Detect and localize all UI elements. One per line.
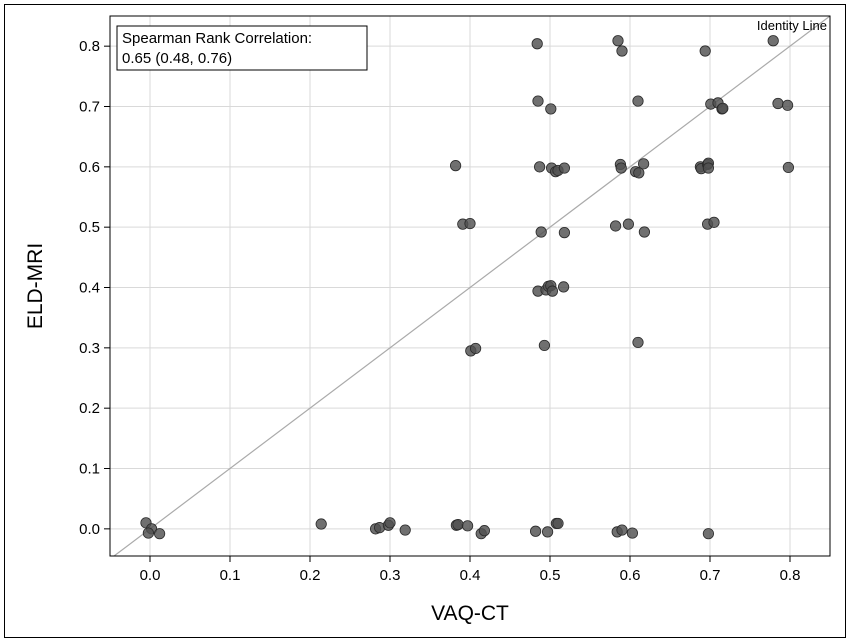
x-tick-label: 0.5 <box>540 567 561 584</box>
x-axis-ticks: 0.0 0.1 0.2 0.3 0.4 0.5 0.6 0.7 0.8 <box>140 556 801 584</box>
y-tick-label: 0.2 <box>79 400 100 417</box>
y-tick-label: 0.6 <box>79 159 100 176</box>
identity-line-label: Identity Line <box>757 18 827 33</box>
x-tick-label: 0.2 <box>300 567 321 584</box>
data-point <box>702 162 715 174</box>
x-tick-label: 0.6 <box>620 567 641 584</box>
data-point <box>538 339 551 352</box>
data-point <box>782 161 795 174</box>
data-point <box>767 35 779 47</box>
x-tick-label: 0.0 <box>140 567 161 584</box>
data-point <box>638 226 651 238</box>
data-point <box>545 103 557 115</box>
data-point <box>532 95 544 107</box>
correlation-annotation-box <box>116 25 368 71</box>
y-axis-title: ELD-MRI <box>24 243 47 329</box>
y-tick-label: 0.0 <box>79 521 100 538</box>
x-axis-title: VAQ-CT <box>431 602 509 625</box>
data-point <box>531 38 543 50</box>
x-tick-label: 0.1 <box>220 567 241 584</box>
data-point <box>699 45 711 57</box>
data-point <box>609 220 622 232</box>
data-point <box>461 520 474 532</box>
data-point <box>399 524 411 536</box>
y-tick-label: 0.4 <box>79 280 100 297</box>
data-point <box>558 227 571 239</box>
data-point <box>535 226 547 238</box>
data-point <box>616 524 628 536</box>
y-tick-label: 0.7 <box>79 99 100 116</box>
y-tick-label: 0.1 <box>79 461 100 478</box>
data-point <box>533 161 546 173</box>
data-point <box>552 517 564 530</box>
data-point <box>557 281 570 293</box>
data-point <box>622 218 635 230</box>
data-point <box>708 216 720 228</box>
data-point <box>632 336 644 349</box>
data-point <box>626 527 639 539</box>
data-point <box>452 519 464 531</box>
data-point <box>612 35 624 47</box>
data-point <box>772 97 784 110</box>
data-point <box>142 527 154 539</box>
correlation-annotation-line1: Spearman Rank Correlation: <box>122 30 312 47</box>
x-tick-label: 0.8 <box>780 567 801 584</box>
data-point <box>154 528 166 540</box>
data-point <box>717 102 729 114</box>
data-point <box>541 526 554 538</box>
x-tick-label: 0.4 <box>460 567 481 584</box>
y-tick-label: 0.5 <box>79 219 100 236</box>
data-point <box>615 162 627 174</box>
y-tick-label: 0.3 <box>79 340 100 357</box>
x-tick-label: 0.7 <box>700 567 721 584</box>
data-point <box>546 285 559 297</box>
data-points <box>140 35 795 540</box>
data-point <box>633 167 645 179</box>
y-tick-label: 0.8 <box>79 38 100 55</box>
data-point <box>384 517 396 529</box>
data-point <box>315 518 327 530</box>
data-point <box>632 95 644 107</box>
x-tick-label: 0.3 <box>380 567 401 584</box>
correlation-annotation-line2: 0.65 (0.48, 0.76) <box>122 50 232 67</box>
data-point <box>616 45 628 57</box>
data-point <box>637 158 650 170</box>
data-point <box>478 525 490 537</box>
data-point <box>529 525 542 537</box>
y-axis-ticks: 0.0 0.1 0.2 0.3 0.4 0.5 0.6 0.7 0.8 <box>79 38 110 538</box>
data-point <box>469 342 482 355</box>
data-point <box>449 160 462 172</box>
data-point <box>464 217 476 230</box>
data-point <box>781 99 794 111</box>
data-point <box>702 528 715 540</box>
identity-line <box>113 15 831 557</box>
data-point <box>558 162 571 174</box>
